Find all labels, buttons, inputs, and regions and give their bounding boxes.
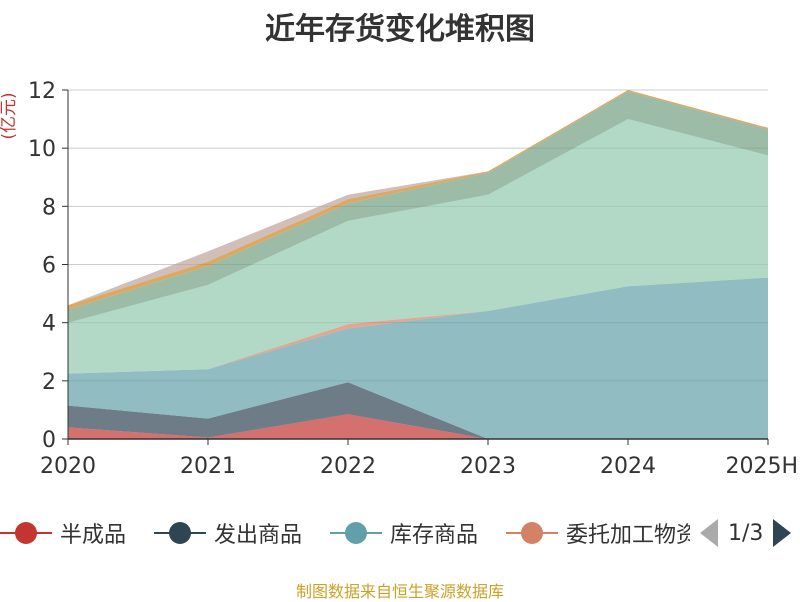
- source-note: 制图数据来自恒生聚源数据库: [295, 582, 504, 601]
- legend-label: 委托加工物资: [566, 523, 690, 548]
- y-tick-label: 4: [42, 312, 56, 337]
- legend-item[interactable]: 委托加工物资: [506, 518, 690, 548]
- area-series-4[interactable]: [68, 119, 768, 374]
- legend-marker-icon: [330, 518, 382, 548]
- legend-label: 库存商品: [390, 523, 479, 548]
- area-series-2[interactable]: [68, 277, 768, 439]
- x-tick-label: 2023: [460, 454, 516, 479]
- legend-marker-icon: [506, 518, 558, 548]
- area-chart: 0 2 4 6 8 10 12 2020 2021 2022 2023 2024 2025H (亿元): [0, 79, 798, 479]
- legend-pager: 1/3: [700, 518, 792, 548]
- x-tick-label: 2021: [180, 454, 236, 479]
- legend-item[interactable]: 发出商品: [154, 518, 302, 548]
- y-tick-label: 8: [42, 195, 56, 220]
- area-series-layer: [68, 90, 768, 439]
- legend-marker-icon: [154, 518, 206, 548]
- area-series-5[interactable]: [68, 91, 768, 323]
- legend-item[interactable]: 库存商品: [330, 518, 478, 548]
- legend-item[interactable]: 半成品: [0, 518, 126, 548]
- y-axis-unit-label: (亿元): [0, 92, 19, 139]
- area-series-6[interactable]: [68, 90, 768, 310]
- legend-label: 半成品: [60, 523, 127, 548]
- x-tick-label: 2025H: [725, 454, 798, 479]
- y-tick-label: 2: [42, 370, 56, 395]
- legend-page-indicator: 1/3: [728, 520, 764, 546]
- chart-title: 近年存货变化堆积图: [265, 12, 535, 47]
- x-tick-label: 2022: [320, 454, 376, 479]
- y-tick-label: 12: [28, 79, 56, 104]
- legend: 半成品 发出商品 库存商品 委托加工物资 1/3: [0, 512, 800, 556]
- legend-marker-icon: [0, 518, 52, 548]
- y-tick-label: 10: [28, 137, 56, 162]
- legend-items: 半成品 发出商品 库存商品 委托加工物资: [0, 512, 690, 556]
- legend-label: 发出商品: [214, 523, 303, 548]
- legend-next-arrow-icon[interactable]: [773, 519, 792, 547]
- x-tick-label: 2020: [40, 454, 96, 479]
- y-tick-label: 6: [42, 254, 56, 279]
- legend-prev-arrow-icon[interactable]: [700, 519, 718, 547]
- axes: 0 2 4 6 8 10 12 2020 2021 2022 2023 2024 2025H: [28, 79, 798, 479]
- x-tick-label: 2024: [600, 454, 656, 479]
- y-tick-label: 0: [42, 428, 56, 453]
